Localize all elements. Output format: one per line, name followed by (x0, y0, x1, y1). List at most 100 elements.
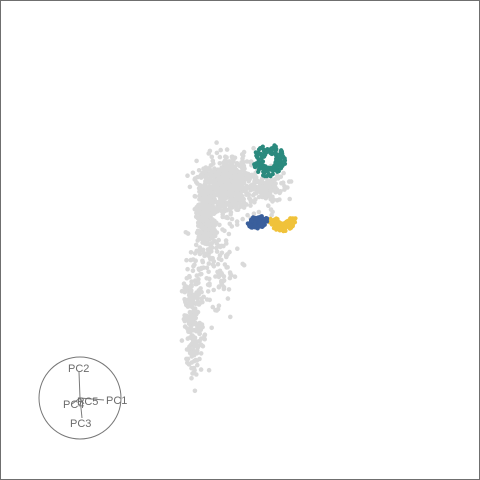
scatter-point (284, 219, 289, 224)
axis-label-pc5: PC5 (77, 396, 98, 408)
scatter-point (226, 287, 232, 292)
scatter-point (259, 178, 264, 183)
scatter-point (185, 231, 191, 236)
scatter-point (264, 149, 270, 154)
point-layer (179, 140, 298, 394)
scatter-point (253, 150, 258, 155)
scatter-point (219, 192, 225, 198)
scatter-point (205, 188, 211, 193)
scatter-point (189, 360, 195, 365)
scatter-point (213, 274, 218, 279)
scatter-point (203, 174, 208, 180)
scatter-point (275, 220, 280, 225)
scatter-point (215, 261, 221, 267)
scatter-point (268, 216, 273, 221)
scatter-point (256, 169, 261, 174)
scatter-point (188, 289, 194, 294)
scatter-point (279, 181, 284, 186)
scatter-point (240, 216, 245, 222)
scatter-point (190, 268, 196, 274)
scatter-point (200, 343, 206, 349)
scatter-point (216, 303, 222, 309)
scatter-point (216, 237, 221, 243)
scatter-point (281, 170, 286, 176)
scatter-point (194, 210, 199, 216)
scatter-point (238, 180, 243, 185)
pc3-axis-line (79, 397, 83, 419)
scatter-point (265, 165, 270, 171)
scatter-point (280, 155, 285, 160)
scatter-point (199, 296, 204, 301)
scatter-point (209, 325, 214, 331)
scatter-point (190, 294, 196, 300)
scatter-point (196, 277, 201, 282)
scatter-point (195, 345, 201, 350)
scatter-point (198, 327, 204, 333)
scatter-point (218, 147, 223, 153)
scatter-point (213, 172, 218, 178)
scatter-point (198, 229, 203, 234)
axis-label-pc4: PC4 (63, 399, 84, 411)
scatter-point (269, 151, 274, 156)
scatter-point (223, 238, 229, 243)
scatter-point (264, 216, 269, 221)
scatter-point (220, 168, 225, 173)
scatter-point (189, 376, 194, 381)
scatter-point (215, 269, 220, 275)
scatter-point (186, 321, 192, 327)
scatter-point (205, 289, 211, 294)
scatter-point (226, 181, 231, 186)
scatter-point (198, 286, 203, 291)
scatter-point (228, 212, 233, 217)
scatter-point (228, 314, 233, 320)
scatter-point (199, 265, 204, 271)
scatter-point (230, 167, 235, 173)
scatter-point (221, 197, 227, 202)
scatter-point (191, 365, 197, 371)
scatter-point (206, 367, 212, 373)
scatter-point (209, 245, 215, 250)
scatter-point (200, 234, 206, 239)
scatter-point (187, 274, 192, 280)
scatter-point (269, 212, 274, 218)
scatter-point (248, 187, 253, 193)
scatter-point (254, 216, 259, 221)
scatter-point (187, 184, 193, 190)
pc2-axis-line (78, 371, 81, 399)
scatter-point (186, 297, 191, 302)
scatter-point (270, 172, 275, 177)
scatter-point (209, 190, 215, 195)
scatter-point (274, 161, 279, 166)
scatter-point (272, 217, 278, 222)
scatter-point (224, 200, 230, 206)
scatter-point (196, 291, 202, 297)
scatter-point (206, 261, 212, 266)
scatter-point (268, 188, 274, 193)
axis-label-pc1: PC1 (106, 395, 127, 407)
scatter-point (262, 222, 267, 227)
axis-label-pc2: PC2 (68, 363, 89, 375)
scatter-point (217, 161, 223, 166)
scatter-point (274, 187, 280, 192)
scatter-point (216, 274, 222, 280)
scatter-point (202, 207, 208, 212)
scatter-point (203, 216, 209, 221)
scatter-point (226, 186, 231, 191)
scatter-point (193, 242, 199, 248)
scatter-point (253, 175, 259, 180)
scatter-point (219, 203, 225, 208)
scatter-point (212, 166, 217, 171)
scatter-point (208, 257, 213, 262)
scatter-point (238, 177, 243, 182)
scatter-point (227, 206, 233, 212)
scatter-point (256, 224, 261, 229)
scatter-point (186, 292, 192, 298)
scatter-point (200, 258, 205, 264)
scatter-point (229, 196, 234, 202)
scatter-point (179, 288, 185, 294)
scatter-point (288, 216, 293, 221)
scatter-point (189, 279, 194, 284)
scatter-point (216, 168, 222, 173)
scatter-point (195, 216, 201, 221)
